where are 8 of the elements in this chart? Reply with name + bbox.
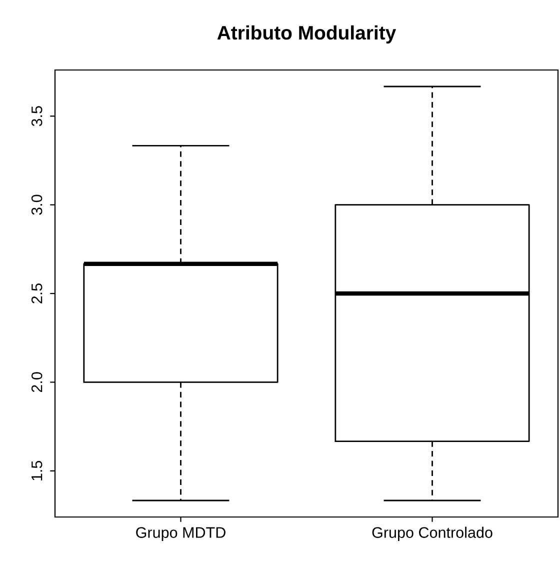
y-tick-label: 1.5: [32, 460, 42, 480]
x-tick-label: Grupo Controlado: [372, 526, 492, 541]
y-tick-label: 3.0: [31, 194, 42, 215]
y-tick-label: 2.5: [31, 284, 42, 304]
y-tick-label: 2.0: [31, 372, 42, 392]
chart-title: Atributo Modularity: [217, 25, 396, 44]
y-tick-label: 3.5: [31, 106, 42, 126]
x-tick-label: Grupo MDTD: [136, 527, 226, 541]
